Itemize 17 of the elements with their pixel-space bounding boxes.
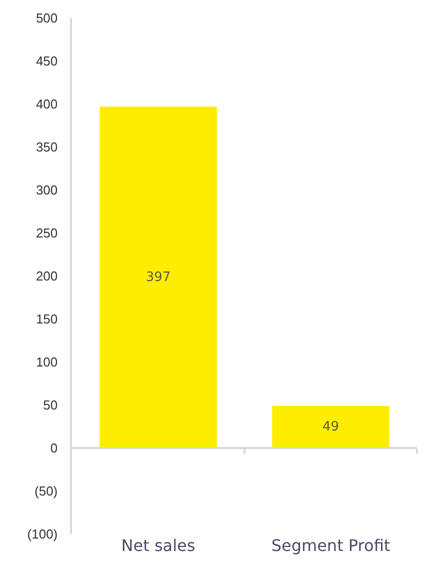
- y-tick-label: 50: [43, 398, 58, 413]
- y-tick-label: (100): [27, 526, 58, 542]
- y-tick-label: 400: [36, 96, 58, 112]
- data-label: 49: [322, 419, 340, 434]
- y-tick-label: 150: [36, 312, 58, 327]
- data-label: 397: [146, 270, 171, 285]
- y-tick-label: 250: [36, 226, 58, 241]
- y-tick-label: 200: [36, 268, 58, 284]
- x-tick-label: Segment Profit: [271, 536, 390, 555]
- x-tick-label: Net sales: [121, 536, 196, 555]
- y-tick-label: 450: [36, 54, 58, 69]
- y-tick-label: 500: [36, 10, 58, 26]
- y-tick-label: (50): [34, 484, 58, 499]
- y-tick-label: 300: [36, 182, 58, 198]
- y-tick-label: 350: [36, 140, 58, 155]
- y-tick-label: 100: [36, 354, 58, 370]
- y-tick-label: 0: [50, 440, 58, 456]
